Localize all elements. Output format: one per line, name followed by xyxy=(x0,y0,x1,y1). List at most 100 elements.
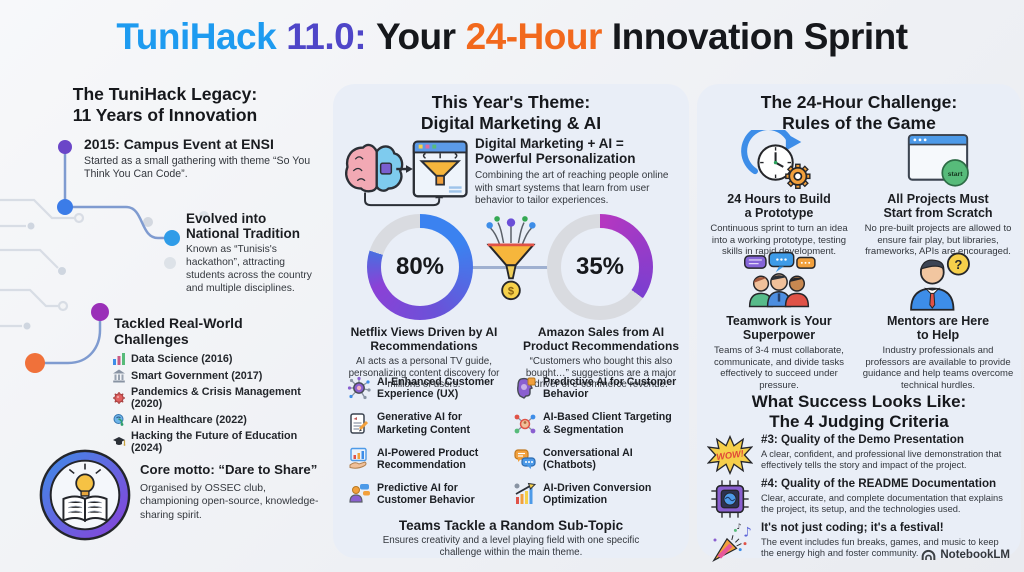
rule-title-line2: a Prototype xyxy=(744,206,814,220)
chat-bubbles-icon xyxy=(514,449,536,469)
crit-desc: Clear, accurate, and complete documentat… xyxy=(761,492,1003,514)
browser-start-icon: start xyxy=(907,134,969,187)
rule-icon-wrap: ? xyxy=(861,252,1015,312)
criterion-demo: WOW! #3: Quality of the Demo Presentatio… xyxy=(707,433,1013,476)
party-popper-icon: ♪ ♪ xyxy=(712,522,752,562)
rule-desc: Continuous sprint to turn an idea into a… xyxy=(710,223,848,258)
intro-title-line1: Digital Marketing + AI = xyxy=(475,136,624,151)
rule-title-line2: Start from Scratch xyxy=(883,206,993,220)
hand-chart-icon xyxy=(349,447,367,469)
subtopic-item: Predictive AI for Customer Behavior xyxy=(513,376,681,400)
rule-24-hours: 24 Hours to Build a Prototype Continuous… xyxy=(705,130,853,258)
brain-marketing-icon xyxy=(345,140,468,207)
brand-label: NotebookLM xyxy=(940,549,1010,561)
amazon-donut-value: 35% xyxy=(575,253,625,280)
title-mid: Your xyxy=(376,16,456,57)
legacy-heading-line2: 11 Years of Innovation xyxy=(72,104,258,125)
list-item-label: Data Science (2016) xyxy=(131,353,233,365)
list-item: Data Science (2016) xyxy=(112,352,330,366)
svg-text:start: start xyxy=(948,171,964,178)
virus-icon xyxy=(113,392,125,404)
subtopic-item: Generative AI for Marketing Content xyxy=(347,411,503,436)
crit-title: #3: Quality of the Demo Presentation xyxy=(761,433,964,446)
list-item-label: Pandemics & Crisis Management (2020) xyxy=(131,386,301,410)
list-item-label: Hacking the Future of Education (2024) xyxy=(131,430,298,454)
clock-gear-icon xyxy=(741,130,811,189)
timeline-dot-orange xyxy=(25,353,45,373)
netflix-stat-desc: AI acts as a personal TV guide, personal… xyxy=(348,355,500,391)
rule-title-line1: 24 Hours to Build xyxy=(727,192,831,206)
event-evolved-desc: Known as “Tunisis's hackathon”, attracti… xyxy=(186,244,312,294)
subtopic-label: Generative AI for Marketing Content xyxy=(377,411,470,436)
event-evolved-title-line2: National Tradition xyxy=(186,226,301,242)
svg-text:♪: ♪ xyxy=(737,522,742,531)
challenge-heading-line1: The 24-Hour Challenge: xyxy=(760,92,958,112)
crit-text: #4: Quality of the README Documentation … xyxy=(761,477,1013,515)
funnel-dollar-icon: $ xyxy=(486,216,536,301)
rule-title: 24 Hours to Build a Prototype xyxy=(705,192,853,220)
title-tail: Innovation Sprint xyxy=(611,16,908,57)
amazon-stat-title: Amazon Sales from AI Product Recommendat… xyxy=(522,325,680,353)
rule-from-scratch: start All Projects Must Start from Scrat… xyxy=(861,130,1015,258)
legacy-heading: The TuniHack Legacy: 11 Years of Innovat… xyxy=(10,84,320,125)
svg-text:♪: ♪ xyxy=(743,525,751,540)
client-network-icon xyxy=(514,414,536,433)
list-item: Pandemics & Crisis Management (2020) xyxy=(112,386,330,410)
rule-desc: Industry professionals and professors ar… xyxy=(862,345,1014,391)
subtopic-label: AI-Enhanced Customer Experience (UX) xyxy=(377,376,495,401)
subtopic-label: Conversational AI (Chatbots) xyxy=(543,446,633,471)
rule-title-line2: to Help xyxy=(916,328,960,342)
motto-title: Core motto: “Dare to Share” xyxy=(140,462,318,477)
challenge-heading-line2: Rules of the Game xyxy=(782,112,936,133)
svg-text:$: $ xyxy=(508,286,515,298)
intro-title: Digital Marketing + AI = Powerful Person… xyxy=(475,136,681,166)
crit-desc: The event includes fun breaks, games, an… xyxy=(761,536,999,558)
subtopic-label: AI-Driven Conversion Optimization xyxy=(543,482,652,507)
rule-title: Mentors are Here to Help xyxy=(861,314,1015,342)
list-item: Smart Government (2017) xyxy=(112,369,330,383)
subtopic-item: Predictive AI for Customer Behavior xyxy=(347,482,503,506)
theme-heading: This Year's Theme: Digital Marketing & A… xyxy=(333,92,689,133)
crit-icon-wrap: ♪ ♪ xyxy=(707,522,753,564)
challenge-panel: The 24-Hour Challenge: Rules of the Game xyxy=(697,84,1021,562)
notebooklm-brand: NotebookLM xyxy=(921,549,1010,561)
person-chat-icon xyxy=(349,484,370,503)
intro-title-line2: Powerful Personalization xyxy=(475,151,636,167)
rule-title: Teamwork is Your Superpower xyxy=(705,314,853,342)
circuit-pattern-icon xyxy=(0,198,209,330)
criterion-readme: #4: Quality of the README Documentation … xyxy=(707,477,1013,520)
intro-desc: Combining the art of reaching people onl… xyxy=(475,170,669,207)
title-brand: TuniHack xyxy=(116,16,277,57)
rule-title-line2: Superpower xyxy=(742,328,816,342)
event-challenges-title: Tackled Real-World Challenges xyxy=(114,315,324,347)
mentor-icon: ? xyxy=(910,252,970,311)
theme-footer-title: Teams Tackle a Random Sub-Topic xyxy=(398,518,624,533)
challenge-heading: The 24-Hour Challenge: Rules of the Game xyxy=(697,92,1021,133)
subtopic-item: Conversational AI (Chatbots) xyxy=(513,447,681,471)
netflix-stat-caption: Netflix Views Driven by AI Recommendatio… xyxy=(335,325,513,391)
motto-desc: Organised by OSSEC club, championing ope… xyxy=(140,483,319,521)
success-heading-line1: What Success Looks Like: xyxy=(751,392,967,411)
timeline-graphic xyxy=(0,140,209,373)
success-heading: What Success Looks Like: The 4 Judging C… xyxy=(697,392,1021,432)
rule-desc: Teams of 3-4 must collaborate, communica… xyxy=(714,345,844,391)
document-pencil-icon xyxy=(350,412,369,434)
theme-footer: Teams Tackle a Random Sub-Topic Ensures … xyxy=(333,518,689,559)
theme-panel: This Year's Theme: Digital Marketing & A… xyxy=(333,84,689,558)
gear-network-icon xyxy=(347,377,371,400)
timeline-dot-blue xyxy=(57,199,73,215)
subtopic-label: AI-Powered Product Recommendation xyxy=(377,446,479,471)
subtopic-item: AI-Driven Conversion Optimization xyxy=(513,482,681,506)
rule-icon-wrap: start xyxy=(861,130,1015,190)
crit-text: #3: Quality of the Demo Presentation A c… xyxy=(761,433,1013,471)
rule-mentors: ? Mentors are Here to Help Industry prof… xyxy=(861,252,1015,391)
theme-footer-desc: Ensures creativity and a level playing f… xyxy=(382,535,640,559)
crit-text: It's not just coding; it's a festival! T… xyxy=(761,521,1013,559)
subtopic-item: AI-Powered Product Recommendation xyxy=(347,447,503,471)
head-ai-icon xyxy=(517,377,536,400)
amazon-donut-chart: 35% xyxy=(547,214,653,320)
subtopic-item: AI-Based Client Targeting & Segmentation xyxy=(513,411,681,436)
notebooklm-logo-icon xyxy=(922,549,936,560)
netflix-stat-title: Netflix Views Driven by AI Recommendatio… xyxy=(350,325,498,353)
bar-chart-icon xyxy=(113,353,125,365)
